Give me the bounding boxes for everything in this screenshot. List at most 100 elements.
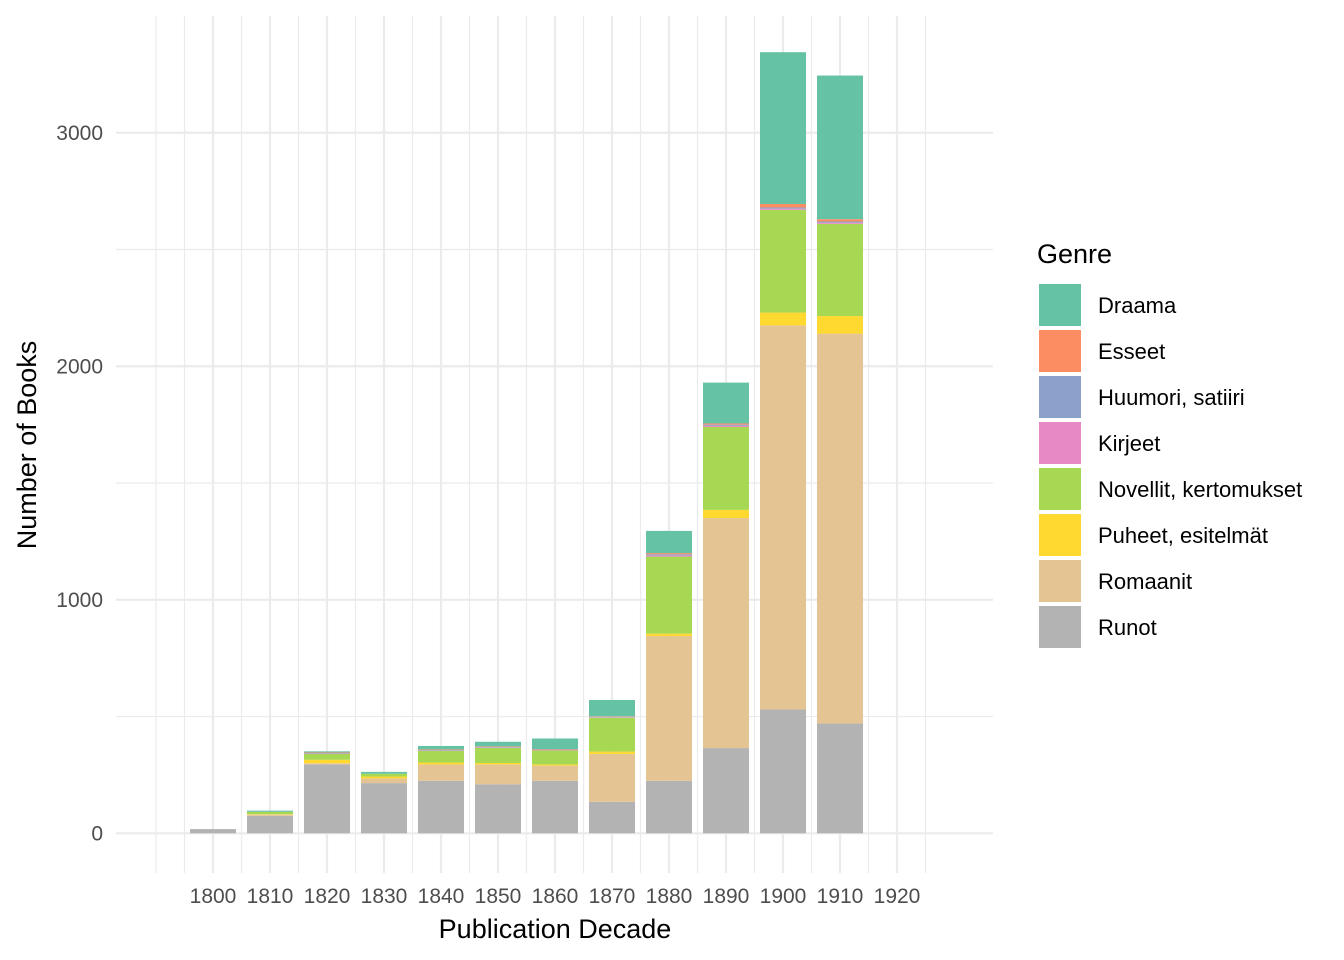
legend-swatch-kirjeet [1039, 422, 1081, 464]
bar-segment-1850-puheet-esitelm-t [475, 763, 521, 765]
x-tick-label: 1830 [361, 885, 408, 908]
legend-label: Puheet, esitelmät [1098, 523, 1268, 548]
bar-segment-1840-runot [418, 780, 464, 834]
bar-segment-1820-draama [304, 751, 350, 753]
bar-segment-1900-kirjeet [760, 208, 806, 210]
bar-segment-1850-runot [475, 784, 521, 834]
bar-segment-1820-runot [304, 764, 350, 834]
bar-segment-1860-puheet-esitelm-t [532, 764, 578, 766]
bar-segment-1910-puheet-esitelm-t [817, 316, 863, 334]
bar-segment-1830-novellit-kertomukset [361, 773, 407, 777]
bar-segment-1900-draama [760, 52, 806, 204]
bar-segment-1880-romaanit [646, 635, 692, 781]
bar-segment-1890-draama [703, 382, 749, 424]
legend-label: Esseet [1098, 339, 1165, 364]
bar-segment-1810-romaanit [247, 814, 293, 816]
bar-segment-1850-draama [475, 741, 521, 747]
bar-segment-1890-kirjeet [703, 425, 749, 427]
bar-segment-1870-novellit-kertomukset [589, 717, 635, 752]
x-tick-labels: 1800 1810 1820 1830 1840 1850 1860 1870 1880 1890… [190, 885, 921, 908]
x-axis-title: Publication Decade [439, 914, 672, 944]
bar-segment-1810-draama [247, 810, 293, 812]
bar-segment-1900-runot [760, 709, 806, 834]
bar-segment-1830-puheet-esitelm-t [361, 776, 407, 779]
y-tick-label: 1000 [56, 589, 103, 612]
bar-segment-1860-novellit-kertomukset [532, 750, 578, 765]
legend-swatch-romaanit [1039, 560, 1081, 602]
bar-segment-1890-runot [703, 748, 749, 834]
y-tick-label: 0 [91, 822, 103, 845]
bar-segment-1860-runot [532, 780, 578, 834]
bar-segment-1910-novellit-kertomukset [817, 223, 863, 317]
x-tick-label: 1920 [874, 885, 921, 908]
bar-segment-1820-novellit-kertomukset [304, 753, 350, 760]
x-tick-label: 1800 [190, 885, 237, 908]
legend-label: Kirjeet [1098, 431, 1160, 456]
x-tick-label: 1860 [532, 885, 579, 908]
bar-segment-1840-draama [418, 745, 464, 750]
legend-swatch-puheet-esitelm-t [1039, 514, 1081, 556]
bar-segment-1800-runot [190, 829, 236, 834]
x-tick-label: 1870 [589, 885, 636, 908]
bar-segment-1850-novellit-kertomukset [475, 747, 521, 764]
bar-segment-1880-novellit-kertomukset [646, 556, 692, 634]
y-tick-label: 3000 [56, 122, 103, 145]
y-tick-label: 2000 [56, 355, 103, 378]
bar-segment-1910-runot [817, 723, 863, 834]
bar-segment-1900-romaanit [760, 325, 806, 710]
bar-segment-1890-puheet-esitelm-t [703, 509, 749, 519]
bar-segment-1910-esseet [817, 219, 863, 222]
x-tick-label: 1850 [475, 885, 522, 908]
bars [190, 52, 863, 834]
x-tick-label: 1910 [817, 885, 864, 908]
legend-title: Genre [1037, 239, 1112, 269]
legend-label: Huumori, satiiri [1098, 385, 1245, 410]
legend: Genre Draama Esseet Huumori, satiiri Kirjee… [1037, 239, 1302, 648]
bar-segment-1880-esseet [646, 553, 692, 555]
bar-segment-1900-huumori-satiiri [760, 207, 806, 209]
x-tick-label: 1880 [646, 885, 693, 908]
bar-segment-1900-esseet [760, 203, 806, 208]
y-axis-title: Number of Books [12, 341, 42, 550]
bar-segment-1890-novellit-kertomukset [703, 426, 749, 510]
bar-segment-1890-huumori-satiiri [703, 424, 749, 426]
bar-segment-1910-huumori-satiiri [817, 221, 863, 223]
legend-label: Runot [1098, 615, 1157, 640]
bar-segment-1860-draama [532, 738, 578, 750]
bar-segment-1820-romaanit [304, 763, 350, 765]
legend-label: Draama [1098, 293, 1177, 318]
bar-segment-1870-runot [589, 801, 635, 834]
bar-segment-1830-runot [361, 783, 407, 834]
bar-segment-1810-runot [247, 815, 293, 834]
bar-segment-1830-romaanit [361, 778, 407, 784]
bar-segment-1880-draama [646, 530, 692, 554]
legend-swatch-draama [1039, 284, 1081, 326]
bar-segment-1840-puheet-esitelm-t [418, 762, 464, 765]
bar-segment-1910-draama [817, 75, 863, 220]
legend-label: Romaanit [1098, 569, 1192, 594]
x-tick-label: 1900 [760, 885, 807, 908]
bar-segment-1820-puheet-esitelm-t [304, 759, 350, 764]
legend-swatch-runot [1039, 606, 1081, 648]
bar-segment-1880-puheet-esitelm-t [646, 633, 692, 636]
legend-swatch-novellit-kertomukset [1039, 468, 1081, 510]
x-tick-label: 1890 [703, 885, 750, 908]
bar-segment-1900-novellit-kertomukset [760, 209, 806, 313]
legend-swatch-huumori-satiiri [1039, 376, 1081, 418]
bar-segment-1880-kirjeet [646, 555, 692, 557]
legend-label: Novellit, kertomukset [1098, 477, 1302, 502]
bar-segment-1860-romaanit [532, 765, 578, 781]
y-tick-labels: 0 1000 2000 3000 [56, 122, 103, 846]
bar-segment-1910-romaanit [817, 333, 863, 724]
bar-segment-1850-romaanit [475, 764, 521, 785]
x-tick-label: 1840 [418, 885, 465, 908]
bar-segment-1880-runot [646, 780, 692, 834]
bar-segment-1840-romaanit [418, 764, 464, 781]
bar-segment-1830-draama [361, 771, 407, 774]
grid-lines [116, 16, 993, 873]
x-tick-label: 1810 [247, 885, 294, 908]
bar-segment-1900-puheet-esitelm-t [760, 312, 806, 326]
bar-segment-1810-novellit-kertomukset [247, 811, 293, 815]
x-tick-label: 1820 [304, 885, 351, 908]
